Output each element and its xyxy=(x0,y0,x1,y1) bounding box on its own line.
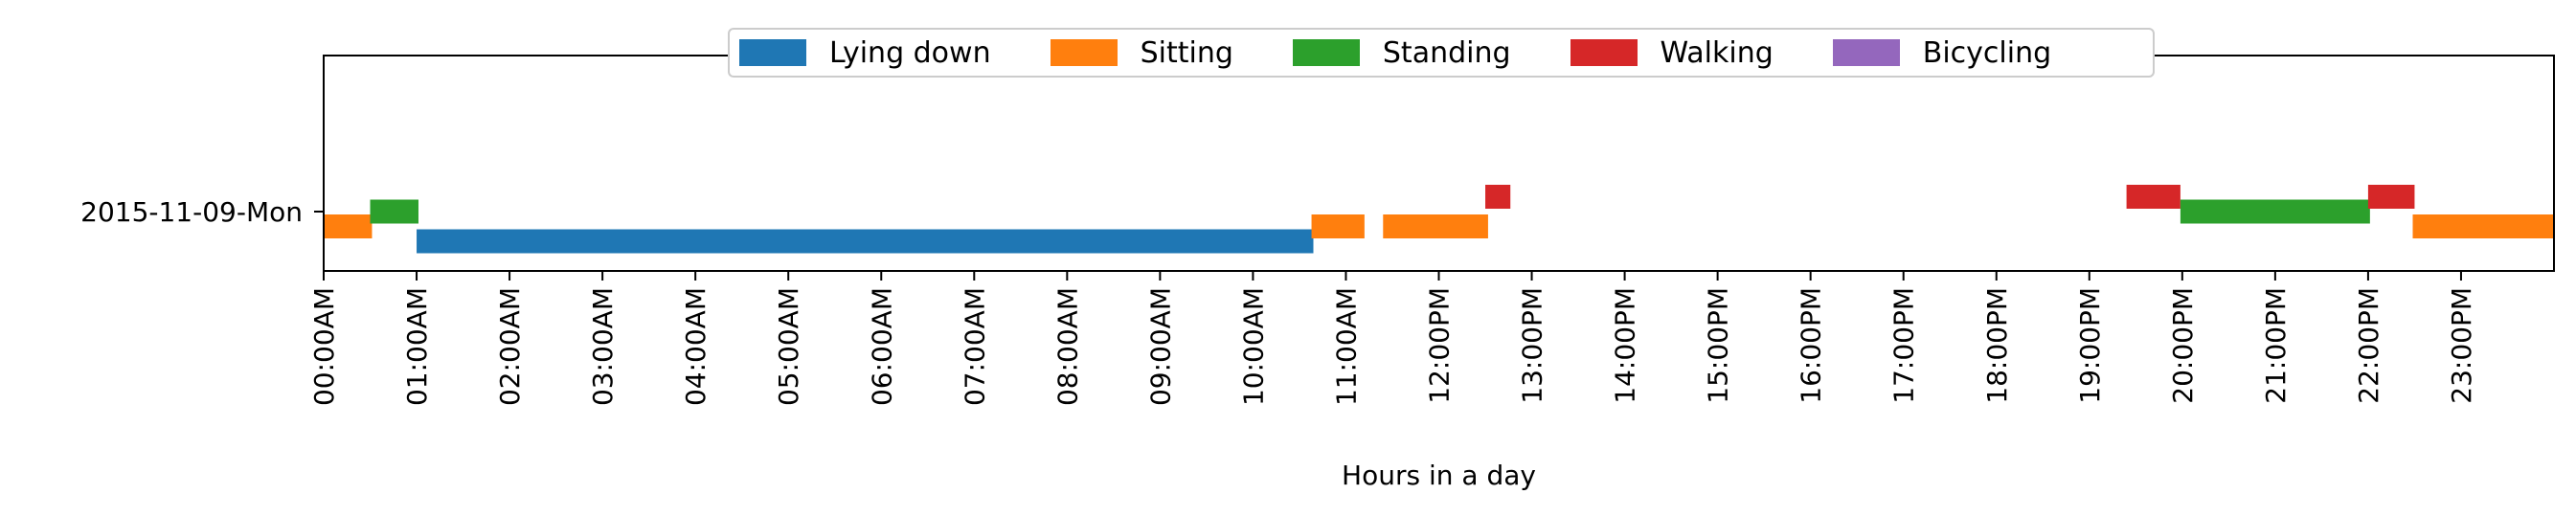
x-tick-label: 04:00AM xyxy=(680,287,712,406)
legend-item-bicycling: Bicycling xyxy=(1832,35,2052,70)
segment-walking xyxy=(2367,185,2415,209)
x-tick-label: 10:00AM xyxy=(1237,287,1269,406)
segment-sitting xyxy=(324,214,373,238)
x-tick-label: 21:00PM xyxy=(2260,287,2292,404)
legend-swatch xyxy=(739,39,806,66)
segment-standing xyxy=(370,199,418,224)
x-tick-label: 16:00PM xyxy=(1796,287,1827,404)
legend-item-sitting: Sitting xyxy=(1050,35,1233,70)
x-tick-label: 06:00AM xyxy=(866,287,897,406)
segment-standing xyxy=(2180,199,2370,224)
x-tick-label: 02:00AM xyxy=(494,287,526,406)
x-tick-label: 07:00AM xyxy=(959,287,990,406)
x-tick-label: 17:00PM xyxy=(1888,287,1920,404)
x-tick-label: 08:00AM xyxy=(1051,287,1083,406)
legend-label: Walking xyxy=(1660,35,1774,70)
x-tick-label: 03:00AM xyxy=(587,287,619,406)
x-tick-label: 18:00PM xyxy=(1981,287,2013,404)
row-label: 2015-11-09-Mon xyxy=(80,196,303,228)
x-tick-label: 01:00AM xyxy=(401,287,433,406)
x-tick-label: 20:00PM xyxy=(2167,287,2199,404)
legend-item-lying-down: Lying down xyxy=(739,36,991,70)
legend-label: Standing xyxy=(1382,35,1511,70)
legend: Lying down Sitting Standing Walking Bicyclin… xyxy=(728,28,2155,78)
x-tick-label: 15:00PM xyxy=(1703,287,1734,404)
x-tick-label: 00:00AM xyxy=(308,287,340,406)
x-tick-label: 11:00AM xyxy=(1330,287,1362,406)
x-tick-label: 19:00PM xyxy=(2074,287,2106,404)
legend-swatch xyxy=(1570,39,1638,66)
legend-label: Bicycling xyxy=(1922,35,2052,70)
segment-sitting xyxy=(2412,214,2554,238)
segment-lying-down xyxy=(417,229,1314,254)
legend-item-standing: Standing xyxy=(1292,35,1511,70)
x-tick-label: 13:00PM xyxy=(1517,287,1548,404)
x-tick-label: 22:00PM xyxy=(2353,287,2384,404)
legend-swatch xyxy=(1832,39,1900,66)
segment-walking xyxy=(1485,185,1511,209)
segment-walking xyxy=(2126,185,2181,209)
legend-label: Sitting xyxy=(1140,35,1233,70)
legend-swatch xyxy=(1050,39,1118,66)
x-tick-label: 05:00AM xyxy=(773,287,804,406)
x-tick-label: 12:00PM xyxy=(1424,287,1456,404)
legend-label: Lying down xyxy=(829,35,991,70)
x-tick-label: 14:00PM xyxy=(1610,287,1641,404)
x-tick-label: 23:00PM xyxy=(2446,287,2477,404)
x-ticks: 00:00AM 01:00AM 02:00AM 03:00AM 04:00AM 05:00… xyxy=(308,271,2477,406)
segment-sitting xyxy=(1383,214,1488,238)
x-tick-label: 09:00AM xyxy=(1144,287,1176,406)
legend-item-walking: Walking xyxy=(1570,36,1774,70)
activity-segments xyxy=(324,185,2554,254)
x-axis-label: Hours in a day xyxy=(1342,460,1536,491)
legend-swatch xyxy=(1292,39,1360,66)
segment-sitting xyxy=(1311,214,1365,238)
